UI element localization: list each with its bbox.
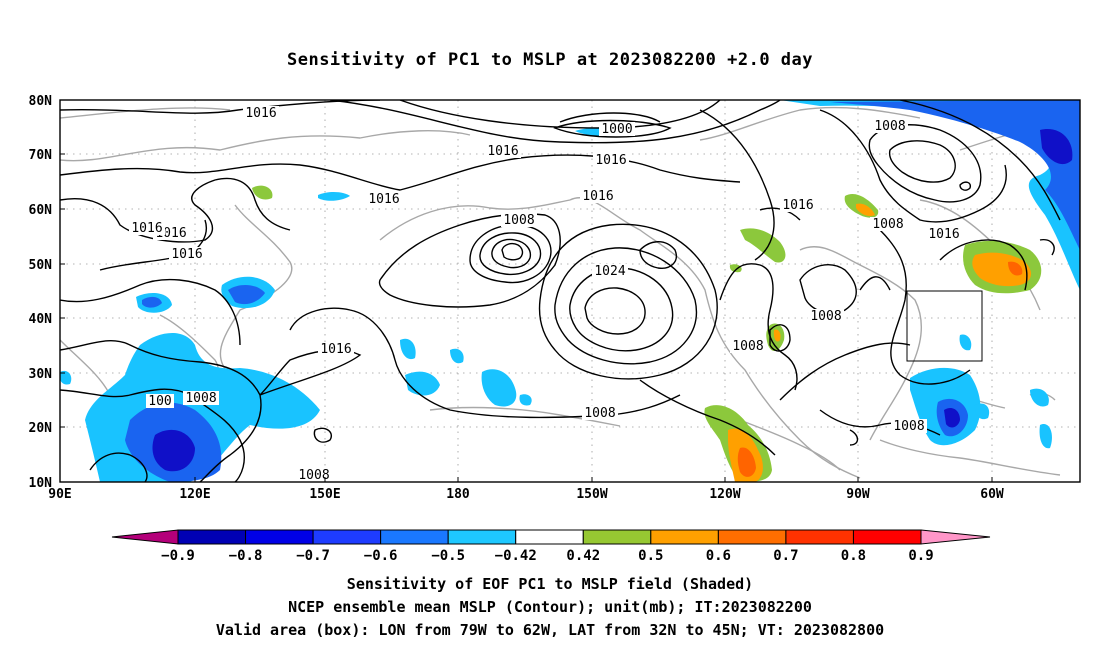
colorbar-segment [312,529,382,545]
colorbar-segment [785,529,854,545]
lon-tick-label: 120W [709,487,740,502]
sensitivity-region [1039,424,1052,449]
contour-label: 1008 [874,119,905,134]
contour-label: 1008 [872,217,903,232]
contour-label: 1008 [503,213,534,228]
sensitivity-region [60,370,72,385]
lat-tick-label: 40N [29,312,53,327]
colorbar-left-arrow [111,529,179,545]
colorbar-tick: 0.42 [566,548,600,564]
contour-label: 1008 [893,419,924,434]
valid-area-box [906,290,983,362]
lat-tick-label: 70N [29,148,53,163]
colorbar-tick: −0.5 [431,548,465,564]
sensitivity-region [318,192,350,201]
contour-label: 1016 [320,342,351,357]
sensitivity-region [856,203,875,217]
contour-label: 1016 [131,221,162,236]
sensitivity-region [228,284,265,305]
sensitivity-region [252,185,273,200]
sensitivity-region [519,394,532,406]
colorbar-segment [650,529,719,545]
map-axes: 90E 120E 150E 180 150W 120W 90W 60W 80N 70N 60N 50N… [29,94,1004,502]
contour-label: 100 [148,394,171,409]
sensitivity-region [481,369,517,407]
colorbar-tick: 0.5 [638,548,663,564]
sensitivity-region [737,447,756,477]
contour-label: 1016 [782,198,813,213]
contour-label: 1008 [584,406,615,421]
contour-label: 1016 [928,227,959,242]
lat-tick-label: 50N [29,258,53,273]
sensitivity-region [1030,388,1049,407]
contour-label: 1016 [245,106,276,121]
lon-tick-label: 180 [446,487,470,502]
colorbar-segment [380,529,449,545]
sensitivity-region [944,408,960,428]
sensitivity-region [1008,261,1023,276]
colorbar-segment [177,529,247,545]
contour-label: 1016 [595,153,626,168]
map-border [59,99,1081,483]
colorbar-right-arrow [920,529,991,545]
lon-tick-label: 60W [980,487,1004,502]
mslp-contours [60,100,1061,482]
sensitivity-region [152,429,195,472]
contour-label: 1016 [487,144,518,159]
colorbar-segment [515,529,584,545]
sensitivity-region [400,338,416,360]
contour-label: 1016 [368,192,399,207]
sensitivity-region [142,296,162,308]
sensitivity-region [729,264,742,273]
sensitivity-region [773,329,781,342]
colorbar-segment [717,529,787,545]
contour-label: 1024 [594,264,625,279]
lon-tick-label: 120E [179,487,210,502]
colorbar-tick: −0.9 [161,548,195,564]
caption-contour: NCEP ensemble mean MSLP (Contour); unit(… [288,598,812,616]
colorbar [111,529,991,545]
lon-tick-label: 90W [846,487,870,502]
sensitivity-region [740,228,786,263]
lat-tick-label: 80N [29,94,53,109]
lat-tick-label: 30N [29,367,53,382]
sensitivity-region [974,403,990,420]
contour-label: 1008 [298,468,329,483]
colorbar-tick-labels: −0.9 −0.8 −0.7 −0.6 −0.5 −0.42 0.42 0.5 0.6 0.7 0.… [161,548,934,564]
lat-tick-label: 60N [29,203,53,218]
colorbar-segment [245,529,314,545]
contour-label: 1008 [732,339,763,354]
contour-label: 1016 [582,189,613,204]
contour-label: 1008 [185,391,216,406]
colorbar-tick: 0.8 [841,548,866,564]
chart-title: Sensitivity of PC1 to MSLP at 2023082200… [286,50,813,70]
sensitivity-region [972,252,1032,287]
contour-labels: 1016 1000 1008 1016 1016 1016 1016 1016 1016 1008… [129,106,962,483]
contour-label: 1000 [601,122,632,137]
colorbar-tick: 0.9 [908,548,933,564]
colorbar-tick: 0.7 [773,548,798,564]
lon-tick-label: 150E [309,487,340,502]
colorbar-tick: −0.8 [229,548,263,564]
caption-shaded: Sensitivity of EOF PC1 to MSLP field (Sh… [346,575,754,593]
colorbar-tick: 0.6 [706,548,731,564]
colorbar-segment [447,529,517,545]
colorbar-segment [852,529,922,545]
lat-tick-label: 10N [29,476,53,491]
contour-label: 1008 [810,309,841,324]
sensitivity-region [830,100,1080,250]
colorbar-tick: −0.6 [364,548,398,564]
lon-tick-label: 90E [48,487,71,502]
sensitivity-region [450,348,464,364]
lat-tick-label: 20N [29,421,53,436]
sensitivity-region [959,334,972,351]
colorbar-segment [582,529,652,545]
colorbar-tick: −0.42 [495,548,537,564]
lon-tick-label: 150W [576,487,607,502]
caption-valid-area: Valid area (box): LON from 79W to 62W, L… [215,621,885,639]
sensitivity-region [1040,129,1073,165]
colorbar-tick: −0.7 [296,548,330,564]
contour-label: 1016 [171,247,202,262]
